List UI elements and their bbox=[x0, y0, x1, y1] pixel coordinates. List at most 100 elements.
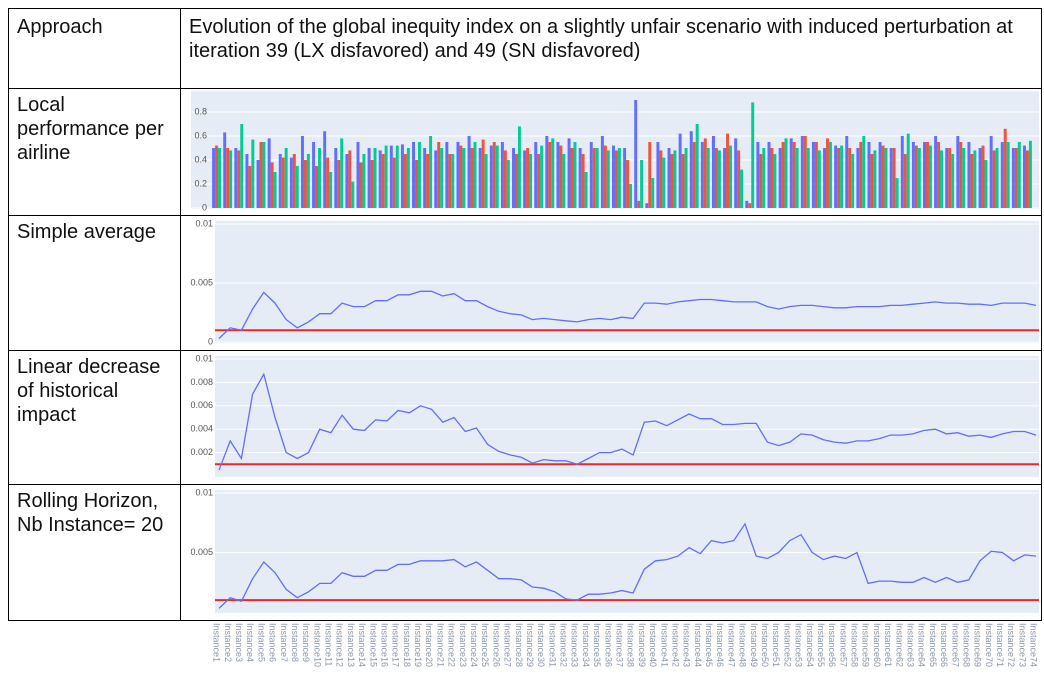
bar bbox=[681, 154, 685, 208]
x-tick-label: Instance59 bbox=[861, 623, 871, 667]
bar bbox=[500, 142, 504, 208]
bar bbox=[215, 145, 219, 208]
y-tick-label: 0.8 bbox=[194, 106, 207, 116]
bar bbox=[445, 142, 449, 208]
comparison-table: Approach Evolution of the global inequit… bbox=[8, 8, 1042, 621]
x-tick-label: Instance2 bbox=[223, 623, 233, 662]
x-tick-label: Instance62 bbox=[894, 623, 904, 667]
bar bbox=[692, 142, 696, 208]
bar bbox=[789, 138, 793, 208]
bar bbox=[218, 148, 221, 208]
bar bbox=[951, 154, 955, 208]
bar bbox=[617, 148, 621, 208]
bar bbox=[373, 148, 377, 208]
bar bbox=[278, 154, 282, 208]
bar bbox=[970, 154, 974, 208]
bar bbox=[440, 148, 444, 208]
x-tick-label: Instance40 bbox=[648, 623, 658, 667]
bar bbox=[417, 142, 421, 208]
x-tick-label: Instance68 bbox=[961, 623, 971, 667]
header-cell: Evolution of the global inequity index o… bbox=[180, 8, 1042, 89]
bar bbox=[1014, 148, 1018, 208]
bar bbox=[923, 142, 926, 208]
x-tick-label: Instance23 bbox=[458, 623, 468, 667]
bar bbox=[723, 148, 727, 208]
x-tick-label: Instance22 bbox=[447, 623, 457, 667]
bar bbox=[759, 154, 763, 208]
bar bbox=[378, 150, 382, 208]
bar bbox=[973, 150, 977, 208]
x-tick-label: Instance31 bbox=[547, 623, 557, 667]
bar bbox=[859, 142, 863, 208]
plot-background bbox=[215, 221, 1039, 343]
bar bbox=[629, 184, 632, 208]
y-tick-label: 0.002 bbox=[190, 447, 213, 457]
bar bbox=[259, 142, 263, 208]
bar bbox=[237, 150, 241, 208]
bar bbox=[745, 200, 749, 208]
line-series bbox=[218, 522, 1037, 609]
bar bbox=[700, 142, 704, 208]
bar bbox=[370, 160, 374, 208]
bar bbox=[551, 138, 555, 208]
y-tick-label: 0 bbox=[202, 202, 207, 212]
bar bbox=[470, 148, 474, 208]
bar bbox=[823, 148, 827, 208]
bar bbox=[412, 142, 416, 208]
bar bbox=[634, 100, 638, 208]
x-tick-label: Instance4 bbox=[245, 623, 255, 662]
x-tick-label: Instance34 bbox=[581, 623, 591, 667]
x-tick-label: Instance57 bbox=[838, 623, 848, 667]
bar bbox=[492, 142, 496, 208]
x-tick-label: Instance44 bbox=[693, 623, 703, 667]
x-tick-label: Instance17 bbox=[391, 623, 401, 667]
bar bbox=[356, 142, 360, 208]
bar bbox=[748, 203, 752, 208]
plot-background bbox=[215, 356, 1039, 477]
bar bbox=[540, 145, 544, 208]
bar bbox=[967, 142, 971, 208]
x-tick-label: Instance56 bbox=[827, 623, 837, 667]
x-tick-label: Instance74 bbox=[1029, 623, 1039, 667]
bar bbox=[770, 148, 774, 208]
bar bbox=[526, 148, 530, 208]
bar bbox=[303, 160, 307, 208]
bar bbox=[626, 160, 630, 208]
bar bbox=[340, 138, 344, 208]
bar bbox=[989, 136, 993, 208]
bar bbox=[348, 150, 352, 208]
bar bbox=[817, 150, 821, 208]
bar bbox=[284, 148, 288, 208]
bar bbox=[384, 145, 388, 208]
bar bbox=[581, 154, 585, 208]
bar bbox=[651, 178, 655, 208]
bar bbox=[523, 150, 527, 208]
bar bbox=[1023, 145, 1026, 208]
bar bbox=[517, 126, 521, 208]
bar bbox=[334, 148, 338, 208]
bar bbox=[459, 145, 463, 208]
bar bbox=[548, 142, 552, 208]
x-tick-label: Instance30 bbox=[536, 623, 546, 667]
bar bbox=[981, 145, 985, 208]
bar bbox=[606, 150, 610, 208]
x-tick-label: Instance24 bbox=[469, 623, 479, 667]
bar bbox=[878, 142, 882, 208]
bar bbox=[223, 132, 227, 208]
bar bbox=[637, 200, 641, 208]
bar bbox=[389, 145, 393, 208]
bar bbox=[503, 150, 507, 208]
x-tick-label: Instance46 bbox=[715, 623, 725, 667]
x-tick-label: Instance39 bbox=[637, 623, 647, 667]
x-tick-label: Instance60 bbox=[872, 623, 882, 667]
bar bbox=[670, 154, 674, 208]
bar bbox=[484, 154, 488, 208]
bar bbox=[648, 142, 652, 208]
bar bbox=[792, 142, 796, 208]
bar bbox=[295, 166, 299, 208]
bar bbox=[226, 148, 230, 208]
x-tick-label: Instance53 bbox=[794, 623, 804, 667]
x-tick-label: Instance41 bbox=[659, 623, 669, 667]
x-tick-label: Instance14 bbox=[357, 623, 367, 667]
x-tick-label: Instance73 bbox=[1017, 623, 1027, 667]
